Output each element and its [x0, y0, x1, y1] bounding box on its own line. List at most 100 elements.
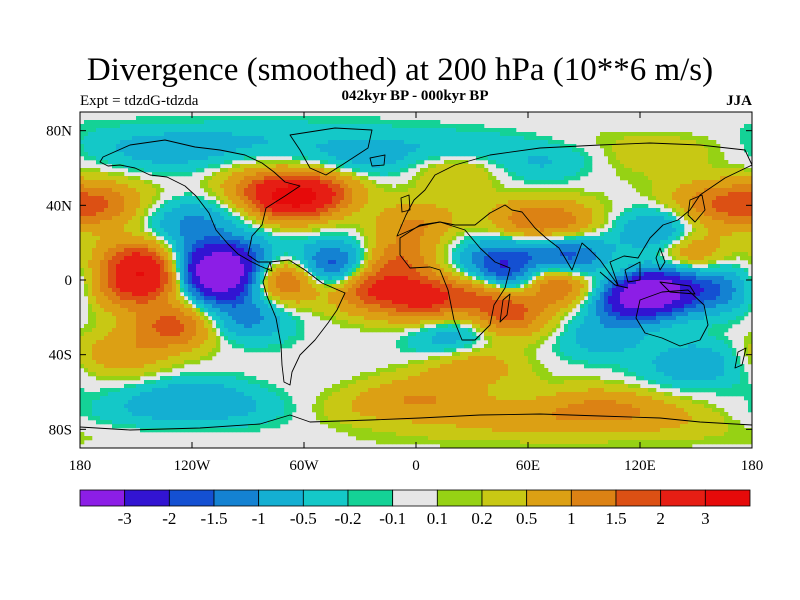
field-cell: [360, 412, 365, 417]
field-cell: [108, 276, 113, 281]
field-cell: [216, 144, 221, 149]
field-cell: [236, 388, 241, 393]
field-cell: [272, 184, 277, 189]
field-cell: [116, 240, 121, 245]
field-cell: [152, 140, 157, 145]
field-cell: [248, 156, 253, 161]
field-cell: [332, 236, 337, 241]
field-cell: [168, 392, 173, 397]
field-cell: [348, 152, 353, 157]
field-cell: [112, 356, 117, 361]
field-cell: [368, 272, 373, 277]
field-cell: [376, 132, 381, 137]
field-cell: [244, 388, 249, 393]
field-cell: [188, 428, 193, 433]
field-cell: [108, 316, 113, 321]
field-cell: [212, 160, 217, 165]
field-cell: [268, 392, 273, 397]
field-cell: [228, 160, 233, 165]
field-cell: [216, 376, 221, 381]
field-cell: [224, 296, 229, 301]
field-cell: [292, 196, 297, 201]
field-cell: [212, 340, 217, 345]
field-cell: [244, 128, 249, 133]
field-cell: [228, 332, 233, 337]
field-cell: [92, 400, 97, 405]
field-cell: [316, 124, 321, 129]
field-cell: [348, 416, 353, 421]
field-cell: [80, 352, 85, 357]
field-cell: [304, 128, 309, 133]
field-cell: [356, 300, 361, 305]
field-cell: [308, 260, 313, 265]
field-cell: [264, 160, 269, 165]
field-cell: [132, 180, 137, 185]
field-cell: [120, 152, 125, 157]
field-cell: [156, 424, 161, 429]
field-cell: [88, 352, 93, 357]
field-cell: [224, 256, 229, 261]
field-cell: [172, 240, 177, 245]
field-cell: [252, 176, 257, 181]
field-cell: [208, 204, 213, 209]
field-cell: [348, 380, 353, 385]
field-cell: [172, 168, 177, 173]
field-cell: [132, 264, 137, 269]
field-cell: [356, 408, 361, 413]
field-cell: [176, 148, 181, 153]
field-cell: [112, 340, 117, 345]
field-cell: [244, 248, 249, 253]
field-cell: [96, 212, 101, 217]
field-cell: [252, 308, 257, 313]
field-cell: [112, 224, 117, 229]
field-cell: [236, 416, 241, 421]
field-cell: [276, 144, 281, 149]
field-cell: [244, 284, 249, 289]
field-cell: [356, 312, 361, 317]
field-cell: [232, 184, 237, 189]
field-cell: [336, 116, 341, 121]
field-cell: [192, 360, 197, 365]
field-cell: [264, 348, 269, 353]
field-cell: [128, 252, 133, 257]
field-cell: [364, 164, 369, 169]
field-cell: [148, 348, 153, 353]
field-cell: [212, 284, 217, 289]
field-cell: [128, 408, 133, 413]
field-cell: [148, 420, 153, 425]
field-cell: [164, 352, 169, 357]
field-cell: [140, 272, 145, 277]
field-cell: [228, 396, 233, 401]
field-cell: [236, 128, 241, 133]
field-cell: [360, 156, 365, 161]
field-cell: [200, 332, 205, 337]
field-cell: [252, 324, 257, 329]
field-cell: [172, 228, 177, 233]
field-cell: [100, 204, 105, 209]
field-cell: [292, 228, 297, 233]
field-cell: [276, 192, 281, 197]
field-cell: [192, 316, 197, 321]
field-cell: [244, 336, 249, 341]
field-cell: [92, 248, 97, 253]
field-cell: [320, 400, 325, 405]
field-cell: [88, 324, 93, 329]
field-cell: [352, 308, 357, 313]
field-cell: [224, 212, 229, 217]
field-cell: [208, 372, 213, 377]
field-cell: [80, 408, 85, 413]
field-cell: [348, 196, 353, 201]
field-cell: [204, 340, 209, 345]
field-cell: [372, 404, 377, 409]
field-cell: [148, 272, 153, 277]
field-cell: [204, 188, 209, 193]
field-cell: [192, 244, 197, 249]
field-cell: [164, 392, 169, 397]
field-cell: [268, 324, 273, 329]
field-cell: [348, 324, 353, 329]
field-cell: [240, 388, 245, 393]
field-cell: [348, 320, 353, 325]
field-cell: [256, 388, 261, 393]
field-cell: [344, 308, 349, 313]
field-cell: [192, 388, 197, 393]
